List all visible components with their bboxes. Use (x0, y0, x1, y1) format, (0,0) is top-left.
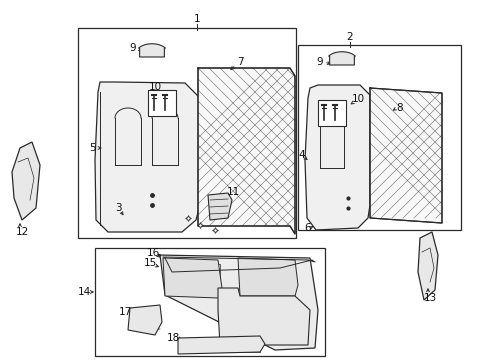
Polygon shape (198, 68, 294, 234)
Text: 16: 16 (146, 248, 159, 258)
Text: 13: 13 (423, 293, 436, 303)
Bar (95, 248, 325, 356)
Polygon shape (369, 88, 441, 223)
Polygon shape (207, 193, 231, 220)
Text: 7: 7 (236, 57, 243, 67)
Polygon shape (12, 142, 40, 220)
Text: 11: 11 (226, 187, 239, 197)
Polygon shape (139, 44, 165, 57)
Bar (78, 28, 295, 238)
Text: 18: 18 (166, 333, 179, 343)
Polygon shape (128, 305, 162, 335)
Text: 10: 10 (148, 82, 161, 92)
Text: 1: 1 (193, 14, 200, 24)
Bar (148, 90, 176, 116)
Text: 4: 4 (298, 150, 305, 160)
Polygon shape (369, 88, 441, 223)
Polygon shape (198, 68, 294, 234)
Bar (297, 45, 460, 230)
Polygon shape (218, 288, 309, 345)
Text: 9: 9 (316, 57, 323, 67)
Text: 12: 12 (15, 227, 29, 237)
Polygon shape (178, 336, 264, 354)
Text: 15: 15 (143, 258, 156, 268)
Text: 14: 14 (77, 287, 90, 297)
Polygon shape (238, 258, 297, 296)
Polygon shape (95, 82, 200, 232)
Text: 6: 6 (304, 223, 311, 233)
Polygon shape (305, 85, 369, 230)
Bar (317, 100, 346, 126)
Text: 8: 8 (396, 103, 403, 113)
Text: 10: 10 (351, 94, 364, 104)
Text: 17: 17 (118, 307, 131, 317)
Text: 9: 9 (129, 43, 136, 53)
Polygon shape (328, 52, 355, 65)
Polygon shape (163, 258, 222, 298)
Polygon shape (158, 255, 317, 350)
Text: 5: 5 (89, 143, 96, 153)
Text: 3: 3 (115, 203, 121, 213)
Text: 2: 2 (346, 32, 353, 42)
Polygon shape (417, 232, 437, 300)
